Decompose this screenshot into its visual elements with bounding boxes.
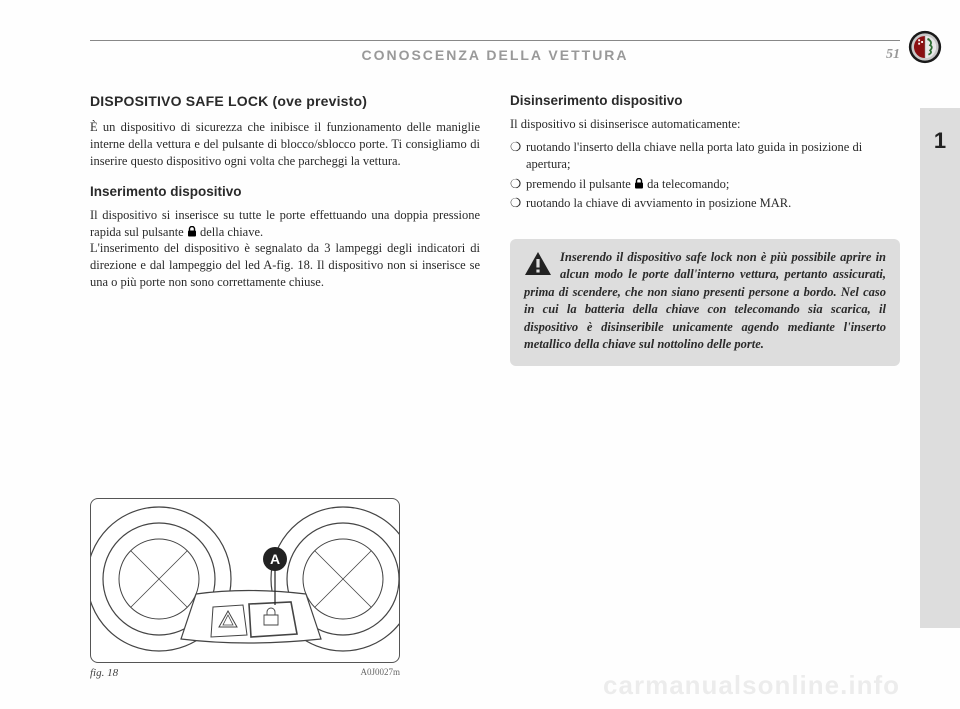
bullet-marker: ❍ — [510, 195, 526, 213]
warning-icon — [524, 251, 552, 277]
figure-svg: A — [91, 499, 400, 663]
header: CONOSCENZA DELLA VETTURA 51 — [90, 47, 900, 63]
left-subheading: Inserimento dispositivo — [90, 184, 480, 199]
content-columns: DISPOSITIVO SAFE LOCK (ove previsto) È u… — [90, 93, 900, 366]
watermark: carmanualsonline.info — [603, 670, 900, 701]
header-title-text: CONOSCENZA DELLA VETTURA — [361, 47, 628, 63]
section-tab: 1 — [920, 108, 960, 628]
list-item: ❍ premendo il pulsante da telecomando; — [510, 176, 900, 194]
page-number: 51 — [886, 47, 900, 63]
right-column: Disinserimento dispositivo Il dispositiv… — [510, 93, 900, 366]
left-column: DISPOSITIVO SAFE LOCK (ove previsto) È u… — [90, 93, 480, 366]
bullet-list: ❍ ruotando l'inserto della chiave nella … — [510, 139, 900, 213]
right-subheading: Disinserimento dispositivo — [510, 93, 900, 108]
lock-icon — [187, 226, 197, 237]
left-p2b: della chiave. — [197, 225, 263, 239]
right-p1: Il dispositivo si disinserisce automatic… — [510, 116, 900, 133]
figure-code: A0J0027m — [360, 667, 400, 679]
list-item: ❍ ruotando l'inserto della chiave nella … — [510, 139, 900, 174]
left-heading: DISPOSITIVO SAFE LOCK (ove previsto) — [90, 93, 480, 109]
left-p2: Il dispositivo si inserisce su tutte le … — [90, 207, 480, 241]
figure-caption: fig. 18 — [90, 667, 118, 679]
header-rule — [90, 40, 900, 41]
bullet-marker: ❍ — [510, 176, 526, 194]
list-item: ❍ ruotando la chiave di avviamento in po… — [510, 195, 900, 213]
warning-text: Inserendo il dispositivo safe lock non è… — [524, 250, 886, 352]
bullet-text-1: ruotando l'inserto della chiave nella po… — [526, 139, 900, 174]
figure-18: A — [90, 498, 400, 663]
figure-label-A: A — [270, 551, 280, 567]
warning-box: Inserendo il dispositivo safe lock non è… — [510, 239, 900, 366]
left-p2a: Il dispositivo si inserisce su tutte le … — [90, 208, 480, 239]
section-tab-number: 1 — [934, 128, 946, 154]
figure-wrap: A fig. 18 A0J0027m — [90, 498, 400, 679]
brand-logo — [908, 30, 942, 64]
figure-caption-row: fig. 18 A0J0027m — [90, 667, 400, 679]
page: CONOSCENZA DELLA VETTURA 51 1 DISPOSITIV… — [0, 0, 960, 709]
left-p3: L'inserimento del dispositivo è segnalat… — [90, 240, 480, 291]
lock-icon — [634, 178, 644, 189]
bullet-marker: ❍ — [510, 139, 526, 174]
bullet-text-3: ruotando la chiave di avviamento in posi… — [526, 195, 791, 213]
left-p1: È un dispositivo di sicurezza che inibis… — [90, 119, 480, 170]
bullet-text-2: premendo il pulsante da telecomando; — [526, 176, 729, 194]
